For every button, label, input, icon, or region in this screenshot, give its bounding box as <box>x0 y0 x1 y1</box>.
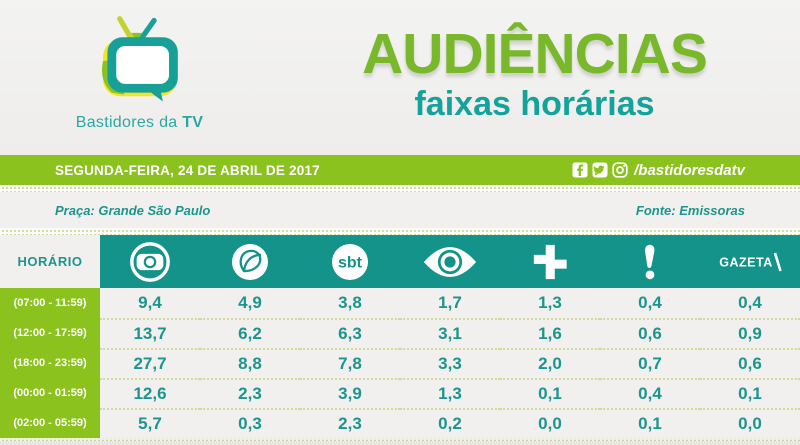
network-header-redetv <box>600 235 700 288</box>
footer-gap <box>0 441 800 445</box>
dotted-divider <box>0 438 800 441</box>
ratings-table: HORÁRIO sbt <box>0 235 800 438</box>
rating-cell-gazeta: 0,1 <box>700 378 800 408</box>
brand-block: Bastidores da TV <box>52 10 227 132</box>
time-slot-label: (07:00 - 11:59) <box>0 288 100 318</box>
rating-cell-globo: 5,7 <box>100 408 200 438</box>
network-header-band <box>400 235 500 288</box>
rating-cell-record: 8,8 <box>200 348 300 378</box>
rating-cell-cultura: 1,3 <box>500 288 600 318</box>
network-header-record <box>200 235 300 288</box>
horario-header-label: HORÁRIO <box>17 254 83 269</box>
social-handle: /bastidoresdatv <box>634 161 745 179</box>
rating-cell-globo: 9,4 <box>100 288 200 318</box>
rating-cell-cultura: 1,6 <box>500 318 600 348</box>
time-slot-label: (18:00 - 23:59) <box>0 348 100 378</box>
rating-cell-redetv: 0,4 <box>600 288 700 318</box>
rating-cell-band: 3,3 <box>400 348 500 378</box>
svg-text:GAZETA: GAZETA <box>719 255 772 269</box>
date-label: SEGUNDA-FEIRA, 24 DE ABRIL DE 2017 <box>55 162 320 178</box>
rating-cell-globo: 27,7 <box>100 348 200 378</box>
rating-cell-sbt: 3,8 <box>300 288 400 318</box>
rating-cell-gazeta: 0,6 <box>700 348 800 378</box>
bastidores-tv-logo-icon <box>101 16 178 102</box>
rating-cell-record: 2,3 <box>200 378 300 408</box>
market-label: Praça: Grande São Paulo <box>55 202 211 218</box>
rating-cell-band: 0,2 <box>400 408 500 438</box>
gazeta-logo-icon: GAZETA <box>719 252 782 271</box>
globo-logo-icon <box>130 241 170 282</box>
social-links: /bastidoresdatv <box>572 162 745 179</box>
masthead: Bastidores da TV AUDIÊNCIAS faixas horár… <box>0 0 800 155</box>
table-corner-horario: HORÁRIO <box>0 235 100 288</box>
network-header-cultura <box>500 235 600 288</box>
rating-cell-redetv: 0,4 <box>600 378 700 408</box>
rating-cell-record: 4,9 <box>200 288 300 318</box>
band-logo-icon <box>423 246 477 277</box>
page-title: AUDIÊNCIAS <box>362 22 708 86</box>
page-subtitle: faixas horárias <box>414 85 655 123</box>
source-label: Fonte: Emissoras <box>635 202 745 218</box>
dotted-divider <box>0 185 800 192</box>
time-slot-label: (02:00 - 05:59) <box>0 408 100 438</box>
rating-cell-gazeta: 0,0 <box>700 408 800 438</box>
rating-cell-record: 6,2 <box>200 318 300 348</box>
cultura-logo-icon <box>533 244 567 279</box>
rating-cell-sbt: 6,3 <box>300 318 400 348</box>
sbt-logo-icon: sbt <box>332 243 368 280</box>
time-slot-label: (00:00 - 01:59) <box>0 378 100 408</box>
rating-cell-globo: 12,6 <box>100 378 200 408</box>
record-logo-icon <box>232 243 268 280</box>
rating-cell-band: 1,3 <box>400 378 500 408</box>
time-slot-label: (12:00 - 17:59) <box>0 318 100 348</box>
redetv-logo-icon <box>645 244 655 279</box>
network-header-gazeta: GAZETA <box>700 235 800 288</box>
rating-cell-sbt: 7,8 <box>300 348 400 378</box>
title-block: AUDIÊNCIAS faixas horárias <box>297 22 772 123</box>
rating-cell-globo: 13,7 <box>100 318 200 348</box>
rating-cell-sbt: 3,9 <box>300 378 400 408</box>
rating-cell-gazeta: 0,9 <box>700 318 800 348</box>
rating-cell-band: 1,7 <box>400 288 500 318</box>
brand-name: Bastidores da TV <box>75 114 204 131</box>
rating-cell-redetv: 0,6 <box>600 318 700 348</box>
rating-cell-cultura: 2,0 <box>500 348 600 378</box>
svg-text:sbt: sbt <box>338 254 363 271</box>
instagram-icon <box>612 162 628 178</box>
network-header-globo <box>100 235 200 288</box>
rating-cell-record: 0,3 <box>200 408 300 438</box>
rating-cell-sbt: 2,3 <box>300 408 400 438</box>
twitter-icon <box>592 162 608 178</box>
rating-cell-redetv: 0,1 <box>600 408 700 438</box>
facebook-icon <box>572 162 588 178</box>
rating-cell-redetv: 0,7 <box>600 348 700 378</box>
network-header-sbt: sbt <box>300 235 400 288</box>
dotted-divider <box>0 228 800 235</box>
rating-cell-gazeta: 0,4 <box>700 288 800 318</box>
rating-cell-cultura: 0,0 <box>500 408 600 438</box>
date-bar: SEGUNDA-FEIRA, 24 DE ABRIL DE 2017 /bast… <box>0 155 800 185</box>
rating-cell-cultura: 0,1 <box>500 378 600 408</box>
rating-cell-band: 3,1 <box>400 318 500 348</box>
meta-row: Praça: Grande São Paulo Fonte: Emissoras <box>0 192 800 228</box>
